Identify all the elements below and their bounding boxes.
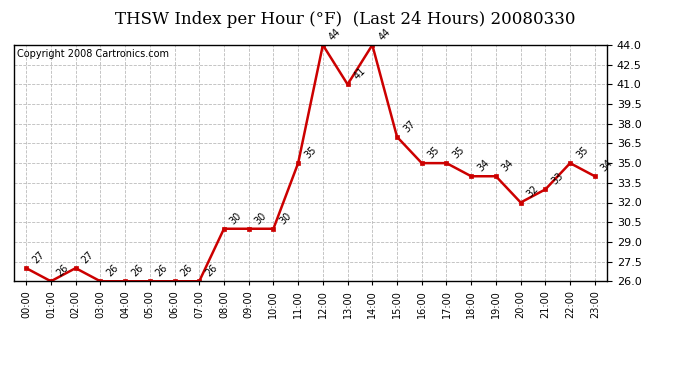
Text: 34: 34 [599, 158, 615, 174]
Text: 32: 32 [525, 184, 541, 200]
Text: 44: 44 [377, 27, 392, 42]
Text: 26: 26 [55, 262, 71, 279]
Text: 26: 26 [179, 262, 195, 279]
Text: Copyright 2008 Cartronics.com: Copyright 2008 Cartronics.com [17, 48, 169, 58]
Text: 27: 27 [80, 249, 96, 266]
Text: 26: 26 [204, 262, 219, 279]
Text: 27: 27 [30, 249, 46, 266]
Text: 34: 34 [500, 158, 516, 174]
Text: 44: 44 [327, 27, 343, 42]
Text: 26: 26 [104, 262, 120, 279]
Text: 34: 34 [475, 158, 491, 174]
Text: 26: 26 [154, 262, 170, 279]
Text: 30: 30 [253, 210, 268, 226]
Text: 30: 30 [228, 210, 244, 226]
Text: 35: 35 [574, 144, 590, 160]
Text: 35: 35 [451, 144, 466, 160]
Text: 41: 41 [352, 66, 368, 82]
Text: 35: 35 [302, 144, 318, 160]
Text: 33: 33 [549, 171, 565, 187]
Text: 37: 37 [401, 118, 417, 134]
Text: 26: 26 [129, 262, 145, 279]
Text: 35: 35 [426, 144, 442, 160]
Text: THSW Index per Hour (°F)  (Last 24 Hours) 20080330: THSW Index per Hour (°F) (Last 24 Hours)… [115, 11, 575, 28]
Text: 30: 30 [277, 210, 293, 226]
